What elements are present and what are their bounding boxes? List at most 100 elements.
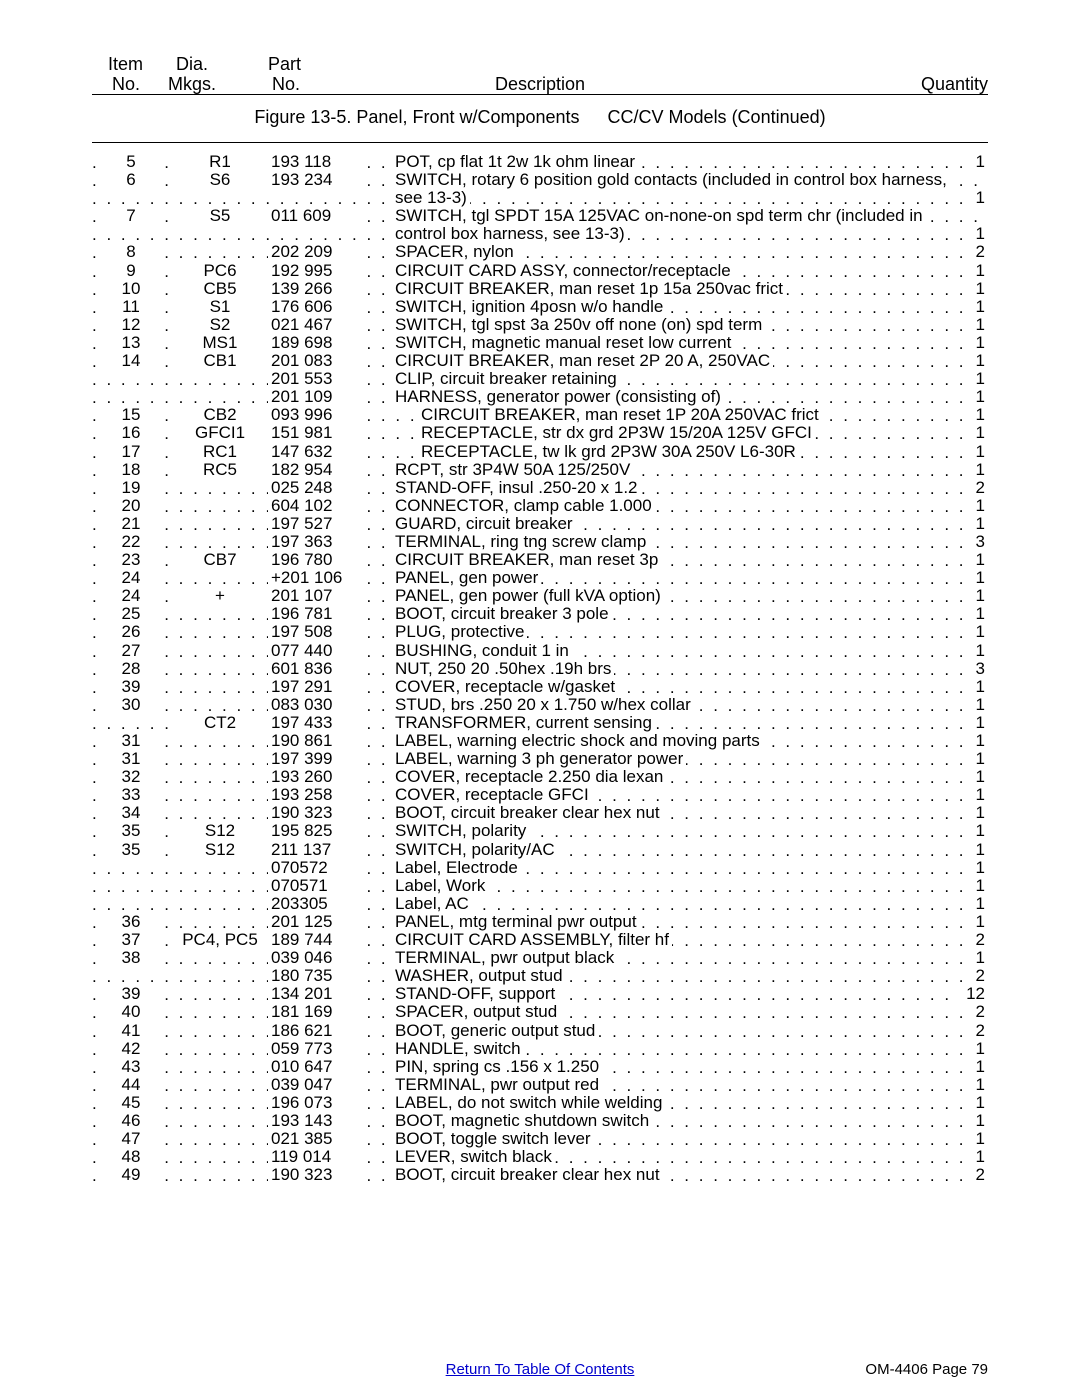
description: HANDLE, switch	[392, 1040, 524, 1058]
item-no: 31	[108, 732, 154, 750]
part-no: 193 234	[268, 171, 364, 189]
item-no: 45	[108, 1094, 154, 1112]
description: PLUG, protective	[392, 623, 527, 641]
parts-row: . . . . . . . . . . . . . . . . . . . . …	[92, 822, 988, 840]
description: Label, Work	[392, 877, 488, 895]
quantity: 1	[970, 515, 988, 533]
description: GUARD, circuit breaker	[392, 515, 576, 533]
quantity: 1	[970, 189, 988, 207]
item-no: 24	[108, 569, 154, 587]
part-no: 077 440	[268, 642, 364, 660]
parts-row: . . . . . . . . . . . . . . . . . . . . …	[92, 841, 988, 859]
figure-title-right: CC/CV Models (Continued)	[608, 107, 826, 127]
hdr-part-bot: No.	[272, 74, 300, 94]
dia-mkg: RC5	[172, 461, 268, 479]
quantity: 1	[970, 1040, 988, 1058]
description: TERMINAL, pwr output red	[392, 1076, 602, 1094]
quantity: 1	[970, 714, 988, 732]
parts-row: . . . . . . . . . . . . . . . . . . . . …	[92, 424, 988, 442]
part-no: 193 258	[268, 786, 364, 804]
dia-mkg: CB7	[172, 551, 268, 569]
parts-row: . . . . . . . . . . . . . . . . . . . . …	[92, 623, 988, 641]
parts-row: . . . . . . . . . . . . . . . . . . . . …	[92, 515, 988, 533]
dia-mkg: CB1	[172, 352, 268, 370]
parts-row: . . . . . . . . . . . . . . . . . . . . …	[92, 497, 988, 515]
parts-row: . . . . . . . . . . . . . . . . . . . . …	[92, 171, 988, 189]
parts-row: . . . . . . . . . . . . . . . . . . . . …	[92, 1003, 988, 1021]
parts-row: . . . . . . . . . . . . . . . . . . . . …	[92, 786, 988, 804]
part-no: 011 609	[268, 207, 364, 225]
quantity: 1	[970, 696, 988, 714]
quantity: 1	[970, 841, 988, 859]
item-no: 8	[108, 243, 154, 261]
item-no: 30	[108, 696, 154, 714]
part-no: 190 323	[268, 804, 364, 822]
part-no: 134 201	[268, 985, 364, 1003]
hdr-part-top: Part	[268, 54, 301, 74]
part-no: 139 266	[268, 280, 364, 298]
description: SWITCH, magnetic manual reset low curren…	[392, 334, 734, 352]
parts-row: . . . . . . . . . . . . . . . . . . . . …	[92, 1076, 988, 1094]
description: PIN, spring cs .156 x 1.250	[392, 1058, 602, 1076]
item-no: 23	[108, 551, 154, 569]
quantity: 1	[970, 804, 988, 822]
description: SWITCH, tgl SPDT 15A 125VAC on-none-on s…	[392, 207, 926, 225]
parts-row: . . . . . . . . . . . . . . . . . . . . …	[92, 1022, 988, 1040]
description: STAND-OFF, insul .250-20 x 1.2	[392, 479, 641, 497]
parts-row: . . . . . . . . . . . . . . . . . . . . …	[92, 189, 988, 207]
part-no: 197 527	[268, 515, 364, 533]
parts-row: . . . . . . . . . . . . . . . . . . . . …	[92, 334, 988, 352]
dia-mkg: S6	[172, 171, 268, 189]
part-no: 039 047	[268, 1076, 364, 1094]
part-no: 070571	[268, 877, 364, 895]
quantity: 1	[970, 406, 988, 424]
item-no: 33	[108, 786, 154, 804]
parts-row: . . . . . . . . . . . . . . . . . . . . …	[92, 533, 988, 551]
quantity: 1	[970, 334, 988, 352]
description: NUT, 250 20 .50hex .19h brs	[392, 660, 614, 678]
item-no: 16	[108, 424, 154, 442]
item-no: 25	[108, 605, 154, 623]
return-toc-link[interactable]: Return To Table Of Contents	[446, 1361, 635, 1378]
part-no: 203305	[268, 895, 364, 913]
description: CIRCUIT BREAKER, man reset 3p	[392, 551, 661, 569]
quantity: 1	[970, 1076, 988, 1094]
description: STUD, brs .250 20 x 1.750 w/hex collar	[392, 696, 694, 714]
parts-row: . . . . . . . . . . . . . . . . . . . . …	[92, 207, 988, 225]
description: CIRCUIT CARD ASSEMBLY, filter hf	[392, 931, 672, 949]
parts-row: . . . . . . . . . . . . . . . . . . . . …	[92, 949, 988, 967]
part-no: 186 621	[268, 1022, 364, 1040]
part-no: 059 773	[268, 1040, 364, 1058]
description: BOOT, circuit breaker 3 pole	[392, 605, 612, 623]
quantity: 2	[970, 1022, 988, 1040]
parts-row: . . . . . . . . . . . . . . . . . . . . …	[92, 768, 988, 786]
description: RCPT, str 3P4W 50A 125/250V	[392, 461, 633, 479]
parts-row: . . . . . . . . . . . . . . . . . . . . …	[92, 1112, 988, 1130]
part-no: 021 467	[268, 316, 364, 334]
item-no: 7	[108, 207, 154, 225]
part-no: 201 125	[268, 913, 364, 931]
dia-mkg: CB5	[172, 280, 268, 298]
item-no: 14	[108, 352, 154, 370]
parts-row: . . . . . . . . . . . . . . . . . . . . …	[92, 225, 988, 243]
quantity: 2	[970, 479, 988, 497]
dia-mkg: R1	[172, 153, 268, 171]
part-no: 010 647	[268, 1058, 364, 1076]
description: BOOT, circuit breaker clear hex nut	[392, 1166, 663, 1184]
parts-row: . . . . . . . . . . . . . . . . . . . . …	[92, 714, 988, 732]
description: LEVER, switch black	[392, 1148, 555, 1166]
dia-mkg: S5	[172, 207, 268, 225]
parts-row: . . . . . . . . . . . . . . . . . . . . …	[92, 1148, 988, 1166]
item-no: 27	[108, 642, 154, 660]
parts-row: . . . . . . . . . . . . . . . . . . . . …	[92, 1058, 988, 1076]
description: BOOT, magnetic shutdown switch	[392, 1112, 652, 1130]
parts-row: . . . . . . . . . . . . . . . . . . . . …	[92, 153, 988, 171]
quantity: 1	[970, 623, 988, 641]
parts-row: . . . . . . . . . . . . . . . . . . . . …	[92, 388, 988, 406]
quantity: 1	[970, 153, 988, 171]
dia-mkg: CB2	[172, 406, 268, 424]
quantity: 2	[970, 1003, 988, 1021]
quantity: 1	[970, 605, 988, 623]
item-no: 19	[108, 479, 154, 497]
part-no: 197 399	[268, 750, 364, 768]
